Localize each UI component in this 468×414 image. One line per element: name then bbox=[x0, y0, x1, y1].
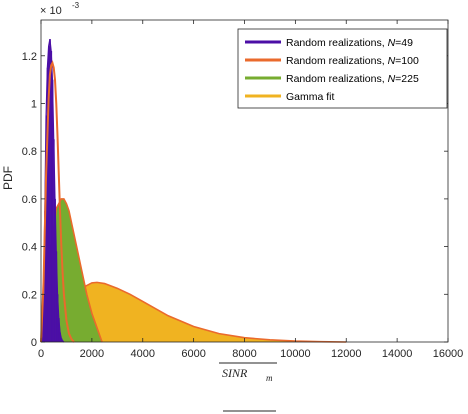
legend: Random realizations, N=49 Random realizat… bbox=[237, 28, 448, 109]
series-n49-bar bbox=[58, 318, 60, 342]
x-tick-label: 6000 bbox=[181, 348, 205, 360]
series-n49-bar bbox=[45, 115, 48, 342]
y-tick-label: 0.8 bbox=[22, 146, 37, 158]
legend-label: Random realizations, N=100 bbox=[286, 55, 419, 67]
y-tick-label: 1 bbox=[31, 98, 37, 110]
x-axis-label-group: SINR m bbox=[219, 362, 277, 383]
series-n49-bar bbox=[50, 51, 53, 342]
series-n49-bar bbox=[42, 294, 45, 342]
x-tick-label: 4000 bbox=[131, 348, 155, 360]
y-tick-label: 0 bbox=[31, 337, 37, 349]
x-tick-label: 12000 bbox=[331, 348, 362, 360]
y-tick-label: 0.6 bbox=[22, 194, 37, 206]
y-tick-label: 1.2 bbox=[22, 51, 37, 63]
x-tick-label: 0 bbox=[38, 348, 44, 360]
x-tick-label: 16000 bbox=[433, 348, 464, 360]
plot-area bbox=[40, 38, 347, 343]
series-n49-bar bbox=[60, 338, 63, 342]
x-tick-label: 10000 bbox=[280, 348, 311, 360]
series-n49-bar bbox=[41, 337, 44, 342]
legend-label: Random realizations, N=49 bbox=[286, 37, 413, 49]
series-n49-bar bbox=[53, 139, 55, 342]
y-tick-label: 0.2 bbox=[22, 289, 37, 301]
series-n49-bar bbox=[44, 210, 46, 342]
series-n49-bar bbox=[55, 251, 58, 342]
x-tick-label: 8000 bbox=[232, 348, 256, 360]
series-n49-bar bbox=[49, 39, 51, 342]
series-n49-bar bbox=[51, 79, 54, 342]
y-axis-label: PDF bbox=[1, 166, 15, 190]
series-n49-bar bbox=[47, 46, 50, 343]
series-n100-line bbox=[40, 60, 75, 343]
y-exponent-power: -3 bbox=[72, 1, 80, 10]
x-tick-label: 14000 bbox=[382, 348, 413, 360]
x-tick-label: 2000 bbox=[80, 348, 104, 360]
x-axis-label-subscript: m bbox=[266, 373, 273, 383]
legend-label: Random realizations, N=225 bbox=[286, 73, 419, 85]
legend-label: Gamma fit bbox=[286, 91, 335, 103]
series-n49-bar bbox=[46, 67, 49, 342]
series-n49-bar bbox=[59, 332, 62, 342]
series-n49-bar bbox=[54, 198, 56, 342]
axes: 0 2000 4000 6000 8000 10000 12000 14000 16000 0 0.… bbox=[22, 19, 464, 360]
x-axis-label: SINR bbox=[222, 366, 248, 380]
y-exponent-base: × 10 bbox=[40, 5, 62, 17]
series-gamma-fit-area bbox=[41, 282, 347, 342]
y-tick-label: 0.4 bbox=[22, 242, 37, 254]
series-n49-bar bbox=[56, 294, 59, 342]
